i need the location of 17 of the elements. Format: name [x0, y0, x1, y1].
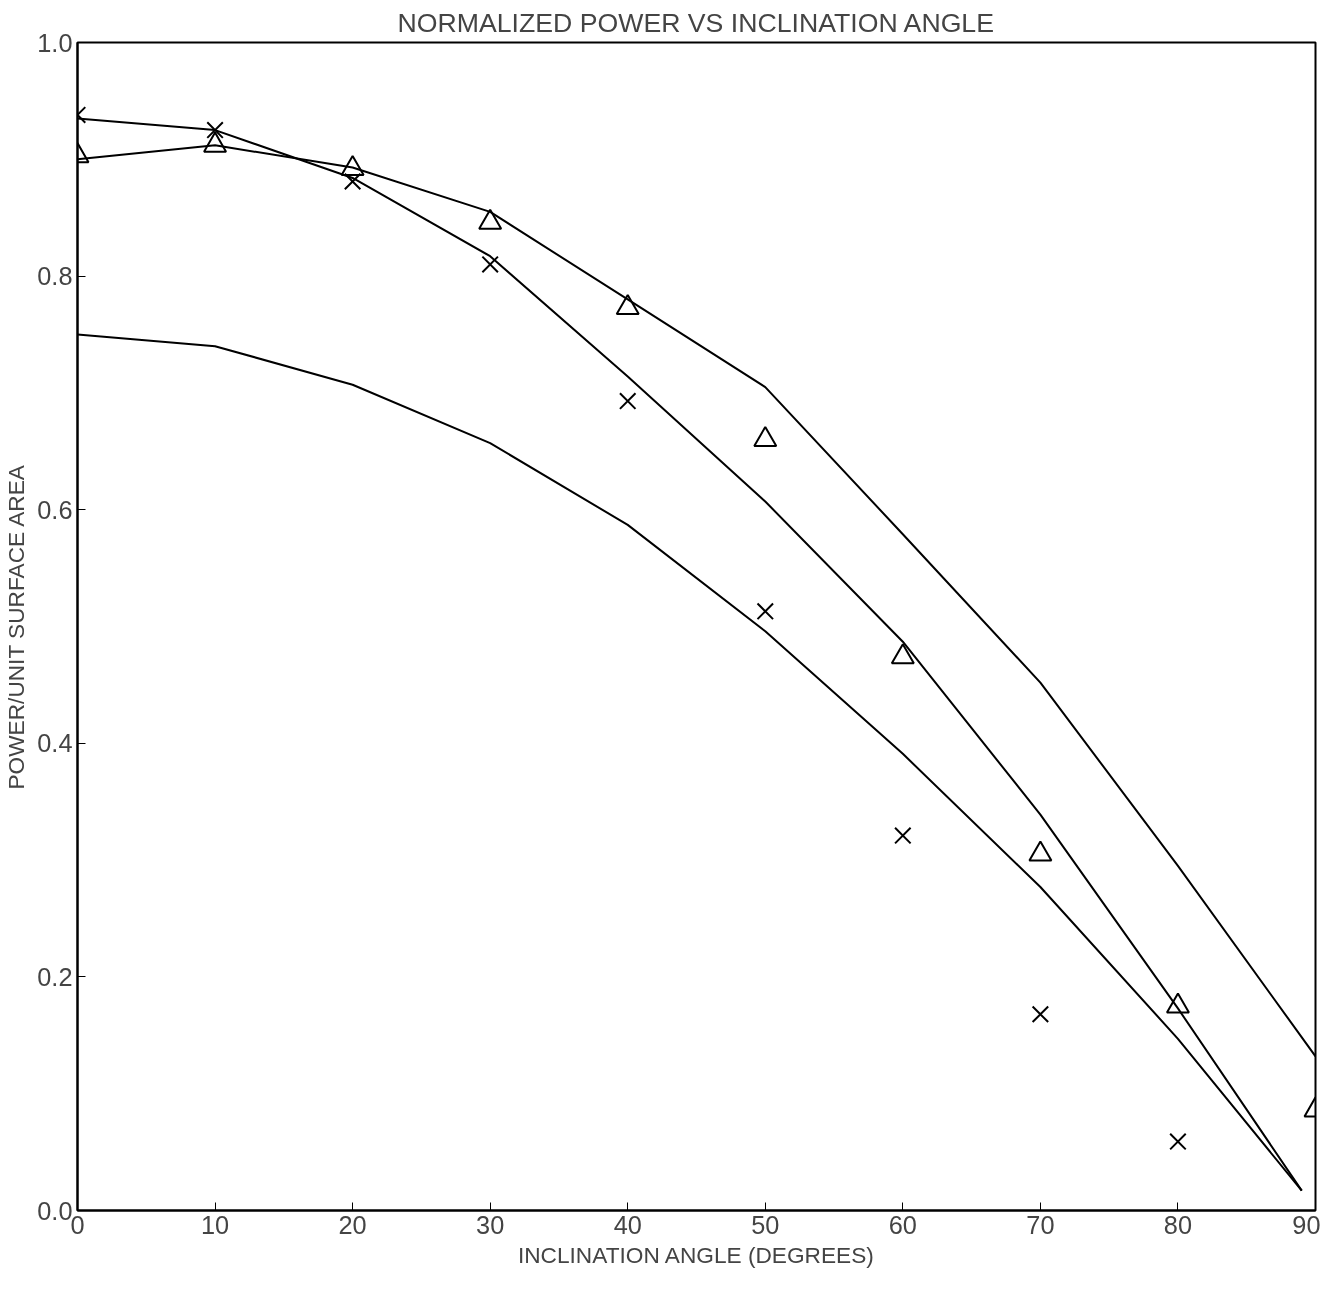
- x-tick-label: 60: [888, 1210, 917, 1239]
- x-tick-label: 30: [476, 1210, 505, 1239]
- x-tick-label: 40: [613, 1210, 642, 1239]
- y-tick-label: 0.4: [37, 729, 73, 758]
- x-tick-label: 20: [338, 1210, 367, 1239]
- x-tick-label: 10: [200, 1210, 230, 1239]
- y-tick-label: 0.8: [37, 262, 73, 291]
- y-tick-label: 1.0: [37, 28, 73, 57]
- x-tick-label: 90: [1292, 1210, 1321, 1239]
- chart-title: NORMALIZED POWER VS INCLINATION ANGLE: [397, 7, 994, 38]
- y-tick-label: 0.6: [37, 495, 73, 524]
- x-tick-label: 50: [751, 1210, 780, 1239]
- x-tick-label: 70: [1026, 1210, 1055, 1239]
- y-tick-label: 0.2: [37, 962, 73, 991]
- x-axis-title: INCLINATION ANGLE (DEGREES): [517, 1241, 874, 1268]
- x-tick-label: 80: [1163, 1210, 1193, 1239]
- y-axis-title: POWER/UNIT SURFACE AREA: [3, 464, 30, 790]
